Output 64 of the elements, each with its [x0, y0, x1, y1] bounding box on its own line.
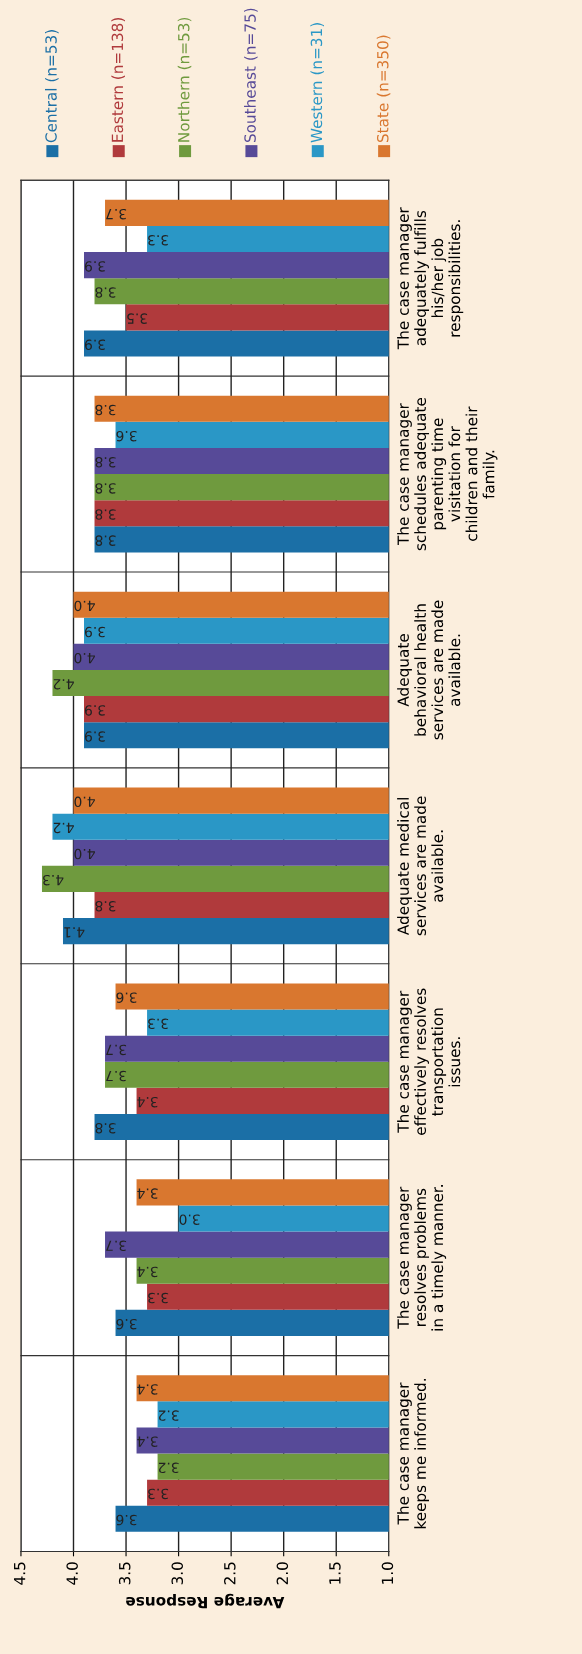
y-tick-label: The case manager schedules adequate parenting time visitation for children and their family. — [397, 397, 498, 551]
data-label: 3.3 — [148, 1292, 169, 1304]
y-tick-label: The case manager resolves problems in a timely manner. — [397, 1185, 447, 1331]
data-label: 3.4 — [137, 1384, 158, 1395]
data-label: 3.3 — [148, 1488, 169, 1500]
data-label: 3.8 — [95, 901, 116, 912]
data-label: 4.3 — [43, 874, 64, 886]
data-label: 4.0 — [74, 848, 95, 860]
data-label: 3.6 — [116, 1514, 137, 1526]
data-label: 4.0 — [74, 652, 95, 664]
data-label: 3.7 — [106, 1070, 127, 1082]
x-tick-label: 1.5 — [329, 1562, 341, 1584]
data-label: 3.4 — [137, 1096, 158, 1108]
y-tick-label: Adequate behavioral health services are made available. — [397, 600, 461, 740]
data-label: 3.8 — [95, 509, 116, 520]
data-label: 3.7 — [106, 1240, 127, 1252]
y-tick-label: Adequate medical services are made available. — [397, 796, 444, 936]
y-tick-label: The case manager adequately fulfills his/her job responsibilities. — [397, 207, 464, 350]
x-tick-label: 3.5 — [118, 1562, 131, 1585]
data-label: 3.0 — [179, 1214, 200, 1225]
data-label: 3.4 — [137, 1188, 158, 1199]
text: Western (n=31) — [310, 23, 324, 143]
data-label: 3.2 — [158, 1410, 179, 1421]
x-tick-label: 4.0 — [66, 1562, 78, 1585]
x-tick-label: 2.0 — [276, 1562, 289, 1585]
text: Eastern (n=138) — [111, 17, 125, 142]
data-label: 3.8 — [95, 1123, 116, 1134]
x-tick-label: 4.5 — [14, 1562, 26, 1585]
data-label: 4.0 — [74, 796, 95, 808]
data-label: 3.9 — [84, 339, 106, 350]
x-tick-label: 3.0 — [171, 1562, 184, 1585]
data-label: 3.9 — [84, 731, 106, 742]
data-label: 3.5 — [127, 313, 148, 324]
data-label: 3.4 — [137, 1266, 158, 1278]
data-label: 4.1 — [64, 927, 85, 938]
data-label: 3.8 — [95, 404, 116, 416]
data-label: 3.8 — [95, 457, 116, 468]
data-label: 3.7 — [106, 1044, 127, 1056]
data-label: 3.2 — [158, 1462, 179, 1474]
data-label: 3.3 — [148, 1018, 169, 1030]
data-label: 3.7 — [106, 208, 127, 220]
data-label: 4.0 — [74, 600, 95, 612]
x-axis-title: Average Response — [126, 1593, 285, 1609]
data-label: 3.9 — [84, 626, 106, 638]
data-label: 3.8 — [95, 535, 116, 546]
data-label: 4.2 — [53, 822, 74, 834]
data-label: 3.9 — [84, 705, 106, 716]
x-tick-label: 2.5 — [224, 1562, 236, 1585]
data-label: 3.4 — [137, 1436, 158, 1447]
data-label: 3.6 — [116, 430, 137, 442]
y-tick-label: The case manager effectively resolves transportation issues. — [397, 988, 461, 1135]
data-label: 3.8 — [95, 483, 116, 494]
x-tick-label: 1.0 — [381, 1562, 394, 1584]
text: State (n=350) — [376, 35, 391, 143]
text: Central (n=53) — [44, 30, 59, 143]
data-label: 3.6 — [116, 992, 137, 1003]
data-label: 3.8 — [95, 287, 116, 298]
data-label: 3.3 — [148, 235, 169, 246]
text: Northern (n=53) — [177, 17, 192, 142]
y-tick-label: The case manager keeps me informed. — [397, 1379, 429, 1529]
data-label: 4.2 — [53, 679, 74, 690]
data-label: 3.6 — [116, 1318, 137, 1330]
text: Southeast (n=75) — [244, 8, 258, 143]
data-label: 3.9 — [84, 261, 106, 272]
